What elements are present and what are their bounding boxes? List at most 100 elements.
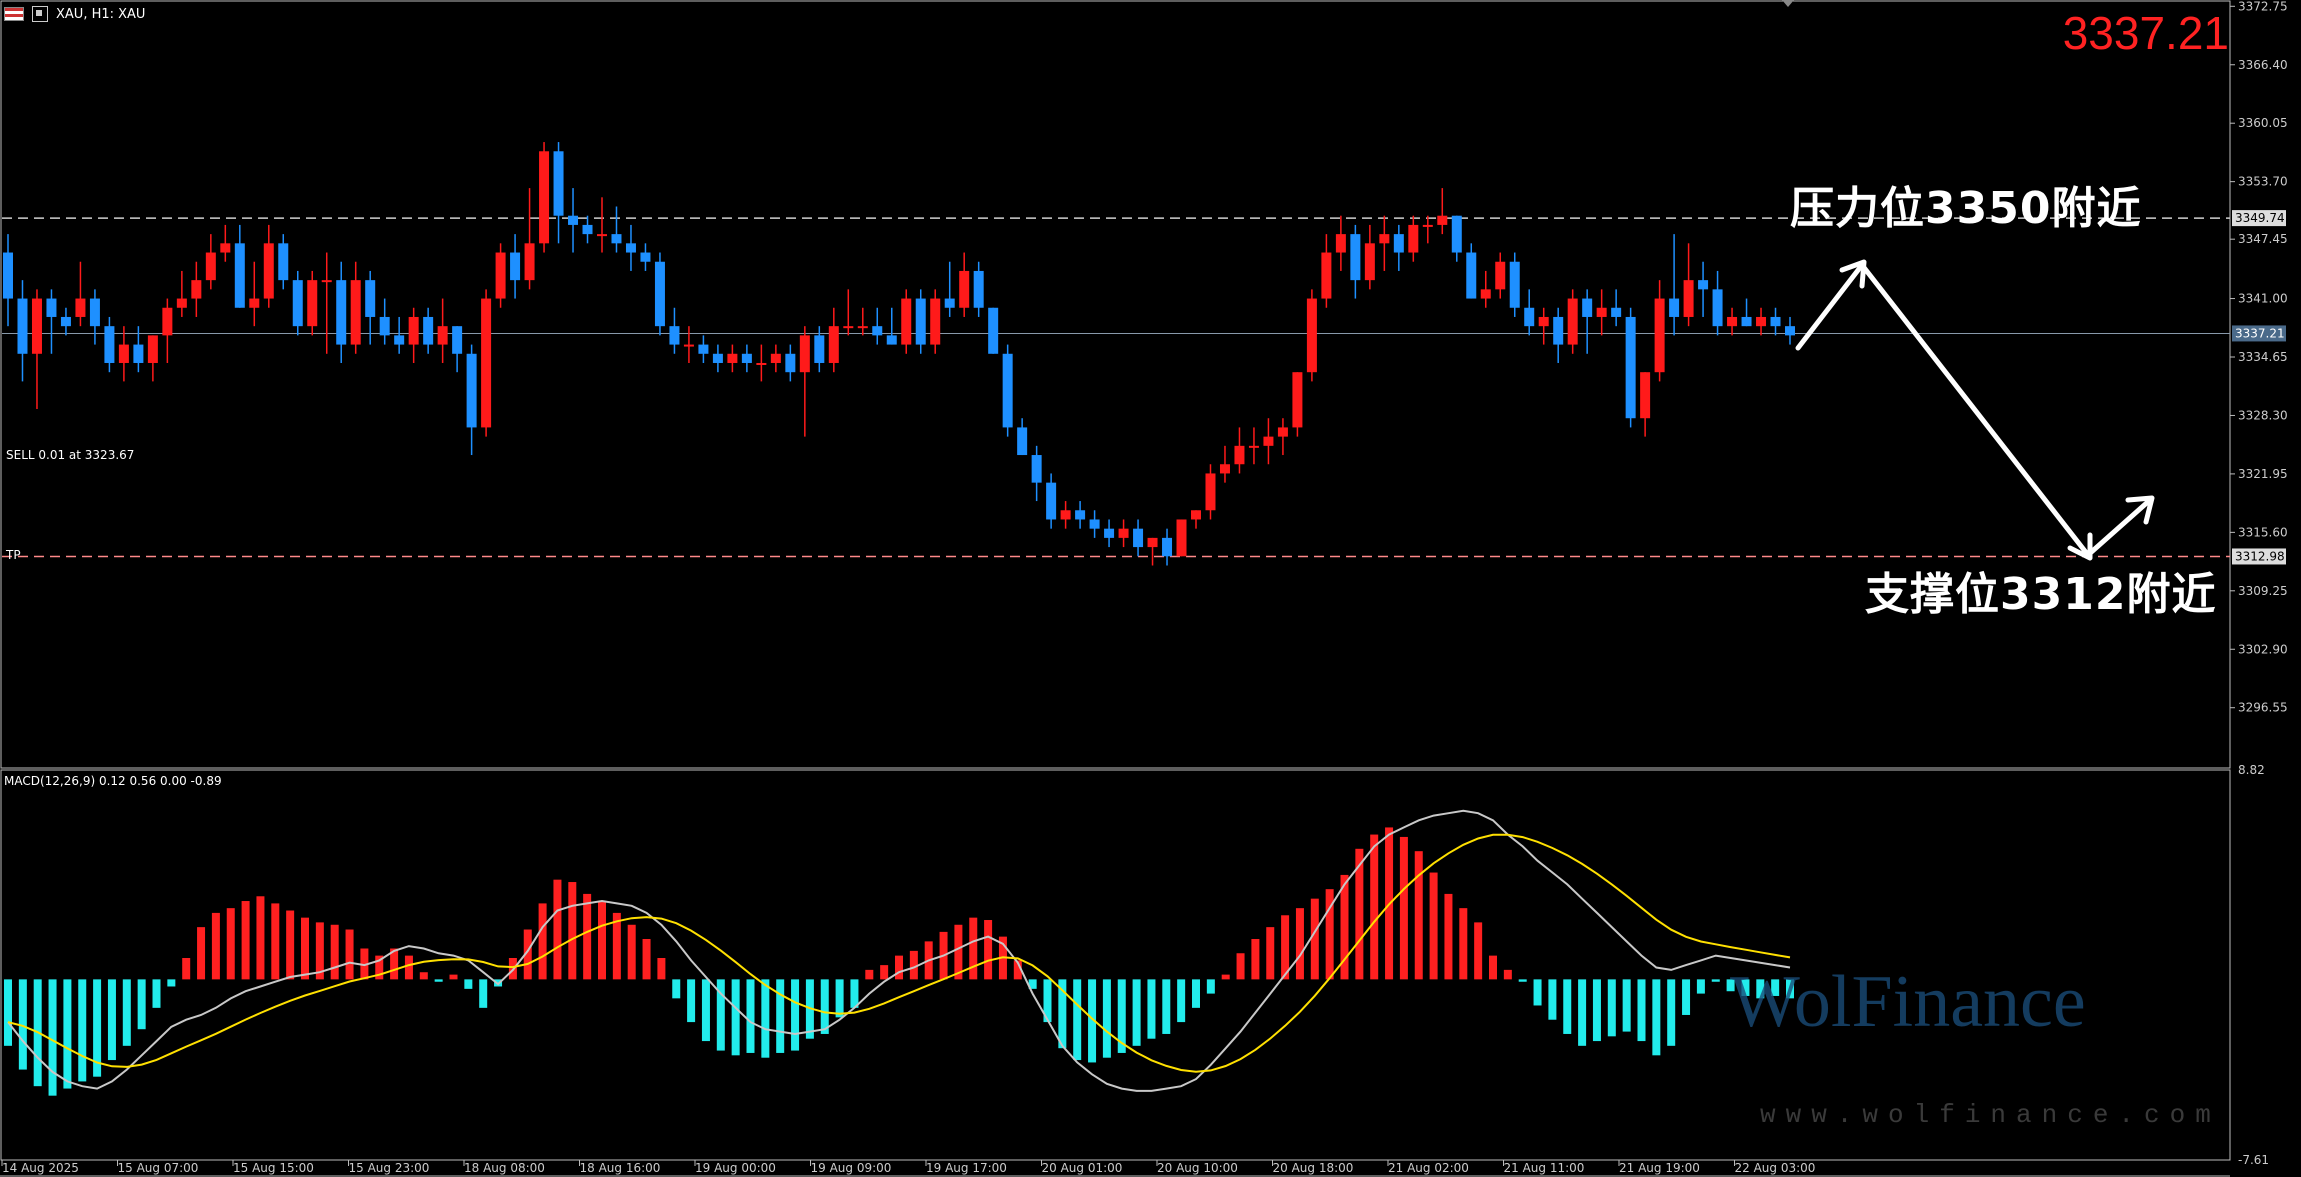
macd-bar <box>1533 979 1542 1006</box>
candle-body <box>785 353 796 373</box>
candle-body <box>60 316 71 327</box>
candle-body <box>452 326 463 354</box>
macd-bar <box>1667 979 1676 1046</box>
candle-body <box>553 151 564 216</box>
macd-bar <box>657 957 666 980</box>
candle-body <box>1162 537 1173 557</box>
macd-bar <box>1102 979 1111 1058</box>
candle-body <box>597 234 607 237</box>
candle-body <box>814 335 825 363</box>
candle-body <box>1538 316 1549 327</box>
candle-body <box>1306 298 1317 373</box>
macd-bar <box>1771 979 1780 996</box>
scroll-marker <box>1782 0 1794 7</box>
candle-body <box>857 326 868 329</box>
macd-bar <box>1266 927 1275 980</box>
candle-body <box>1625 316 1636 419</box>
macd-bar <box>642 939 651 980</box>
time-tick-label: 20 Aug 18:00 <box>1273 1161 1354 1175</box>
candle-body <box>1408 224 1419 253</box>
candle-body <box>365 280 376 317</box>
macd-bar <box>1192 979 1200 1008</box>
macd-bar <box>271 903 280 980</box>
macd-label: MACD(12,26,9) 0.12 0.56 0.00 -0.89 <box>4 774 222 788</box>
macd-bar <box>419 972 428 980</box>
price-tick-label: 3366.40 <box>2238 58 2288 72</box>
macd-tick-label: 8.82 <box>2238 763 2265 777</box>
candle-body <box>1379 234 1390 244</box>
macd-bar <box>404 955 413 980</box>
macd-bar <box>701 979 710 1042</box>
time-tick-label: 22 Aug 03:00 <box>1735 1161 1816 1175</box>
macd-bar <box>1013 960 1022 980</box>
time-tick-label: 18 Aug 16:00 <box>580 1161 661 1175</box>
price-tick-label: 3372.75 <box>2238 0 2288 13</box>
candle-body <box>1046 482 1057 520</box>
time-tick-label: 20 Aug 01:00 <box>1042 1161 1123 1175</box>
tp-label: TP <box>6 548 21 562</box>
candle-body <box>1683 280 1694 317</box>
candle-body <box>741 353 752 363</box>
candle-body <box>959 270 970 308</box>
candle-body <box>133 344 144 363</box>
time-tick-label: 19 Aug 00:00 <box>695 1161 776 1175</box>
candle-body <box>669 326 680 345</box>
macd-bar <box>1295 908 1304 980</box>
candle-body <box>654 261 665 327</box>
macd-bar <box>1236 953 1245 980</box>
macd-bar <box>1117 979 1126 1053</box>
macd-bar <box>137 979 146 1030</box>
current-price: 3337.21 <box>2062 7 2229 59</box>
candle-body <box>1770 316 1781 327</box>
symbol-icon[interactable] <box>32 6 48 22</box>
macd-bar <box>211 912 220 980</box>
macd-bar <box>835 979 844 1018</box>
candle-body <box>481 298 492 428</box>
candle-body <box>1364 243 1375 281</box>
macd-bar <box>895 955 903 980</box>
candle-body <box>872 326 883 336</box>
candle-body <box>727 353 738 363</box>
macd-tick-label: -7.61 <box>2238 1153 2269 1167</box>
candle-body <box>263 243 274 299</box>
candle-body <box>930 298 941 345</box>
macd-bar <box>1399 836 1408 980</box>
candle-body <box>756 362 767 365</box>
time-tick-label: 21 Aug 19:00 <box>1619 1161 1700 1175</box>
candle-body <box>1741 316 1752 327</box>
macd-bar <box>627 924 636 980</box>
macd-bar <box>122 979 131 1046</box>
macd-bar <box>1682 979 1691 1015</box>
macd-bar <box>48 979 57 1096</box>
level-tag-label: 3349.74 <box>2235 211 2285 225</box>
candle-body <box>1234 445 1245 465</box>
macd-bar <box>1177 979 1186 1023</box>
price-tick-label: 3334.65 <box>2238 350 2288 364</box>
macd-bar <box>18 979 27 1070</box>
candle-body <box>234 243 245 308</box>
candle-body <box>1640 372 1651 419</box>
candle-body <box>1133 528 1144 548</box>
candle-body <box>31 298 42 354</box>
macd-bar <box>479 979 488 1008</box>
candle-body <box>1611 307 1622 317</box>
candle-body <box>1017 427 1028 456</box>
macd-panel-frame <box>0 769 2231 1161</box>
macd-bar <box>538 903 547 980</box>
candle-body <box>1553 316 1564 345</box>
candle-body <box>582 224 593 235</box>
candle-body <box>1437 215 1448 225</box>
level-tag-bg <box>2232 548 2286 565</box>
candle-body <box>1451 215 1462 253</box>
candle-body <box>307 280 318 327</box>
candle-body <box>321 280 332 283</box>
macd-bar <box>390 948 399 980</box>
candle-body <box>394 335 405 345</box>
price-tick-label: 3360.05 <box>2238 116 2288 130</box>
macd-bar <box>612 912 621 980</box>
candle-body <box>423 316 434 345</box>
flag-icon[interactable] <box>4 7 24 21</box>
support-annotation: 支撑位3312附近 <box>1865 569 2217 620</box>
candle-body <box>1524 307 1535 327</box>
